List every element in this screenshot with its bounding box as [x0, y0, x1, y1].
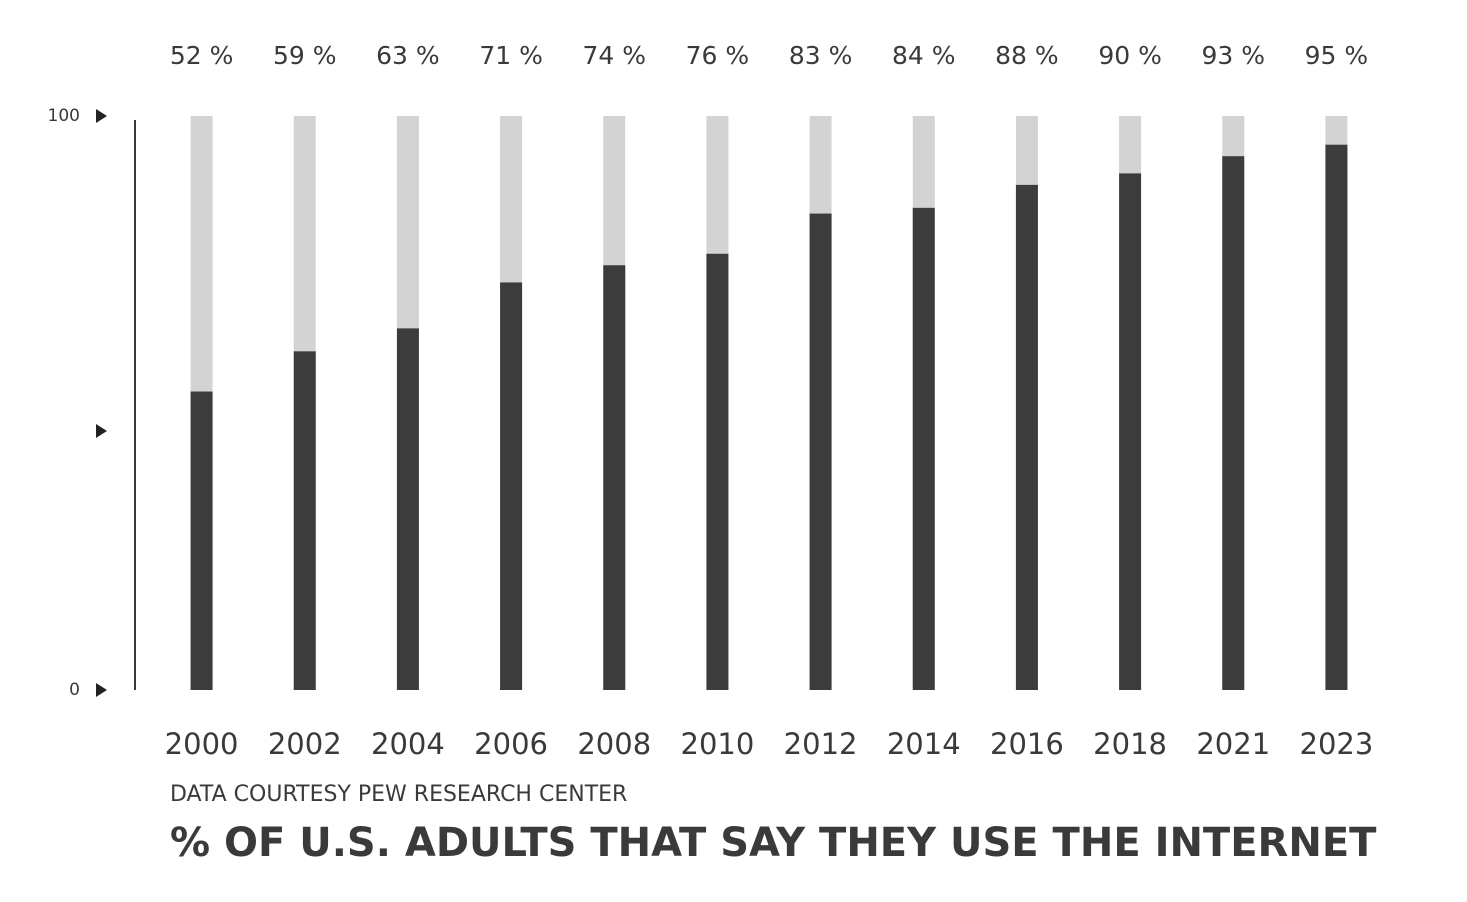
- bar: [190, 391, 213, 690]
- y-tick-arrow: [96, 683, 107, 697]
- y-tick-label: 0: [69, 680, 80, 700]
- source: DATA COURTESY PEW RESEARCH CENTER: [170, 782, 627, 807]
- x-tick-label: 2014: [887, 727, 961, 761]
- value-label: 90 %: [1098, 41, 1162, 70]
- value-label: 63 %: [376, 41, 440, 70]
- bar: [1015, 184, 1038, 690]
- x-tick-label: 2018: [1093, 727, 1167, 761]
- bar: [500, 282, 523, 690]
- y-tick-arrow: [96, 109, 107, 123]
- x-tick-label: 2023: [1300, 727, 1374, 761]
- x-tick-label: 2004: [371, 727, 445, 761]
- x-tick-label: 2000: [165, 727, 239, 761]
- value-label: 88 %: [995, 41, 1059, 70]
- chart-title: % OF U.S. ADULTS THAT SAY THEY USE THE I…: [170, 820, 1377, 866]
- value-label: 95 %: [1305, 41, 1369, 70]
- bar: [293, 351, 316, 690]
- value-label: 83 %: [789, 41, 853, 70]
- bar: [1325, 144, 1348, 690]
- x-tick-label: 2010: [681, 727, 755, 761]
- bar: [1222, 156, 1245, 690]
- x-tick-label: 2021: [1196, 727, 1270, 761]
- x-tick-label: 2012: [784, 727, 858, 761]
- value-label: 71 %: [479, 41, 543, 70]
- bar: [396, 328, 419, 690]
- value-label: 74 %: [582, 41, 646, 70]
- x-tick-label: 2016: [990, 727, 1064, 761]
- value-label: 59 %: [273, 41, 337, 70]
- bar: [1119, 173, 1142, 690]
- x-tick-label: 2006: [474, 727, 548, 761]
- y-tick-label: 100: [48, 106, 80, 126]
- value-label: 76 %: [686, 41, 750, 70]
- bar: [809, 213, 832, 690]
- value-label: 52 %: [170, 41, 234, 70]
- bar: [603, 265, 626, 690]
- value-label: 84 %: [892, 41, 956, 70]
- x-tick-label: 2002: [268, 727, 342, 761]
- axis-arrow: [96, 424, 107, 438]
- x-tick-label: 2008: [577, 727, 651, 761]
- value-label: 93 %: [1201, 41, 1265, 70]
- bar: [912, 207, 935, 690]
- bar: [706, 253, 729, 690]
